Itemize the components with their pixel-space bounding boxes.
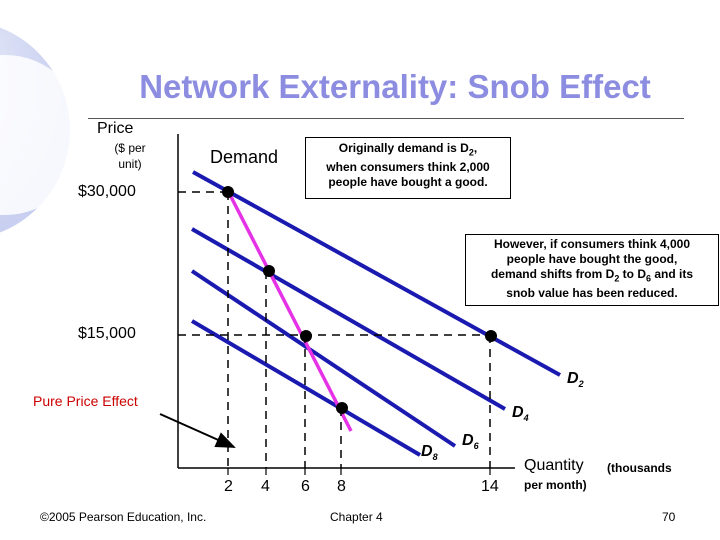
note1-sub: 2 [468, 147, 474, 158]
p-15000-14 [485, 330, 497, 342]
decorative-circle-inner [0, 55, 85, 215]
series-label-d8: D8 [421, 443, 438, 462]
series-label-d2-sub: 2 [578, 379, 584, 390]
note2-sub2: 6 [646, 273, 652, 284]
y-axis-unit: ($ per unit) [114, 141, 146, 171]
note2-text-c: demand shifts from D [490, 267, 615, 281]
p-8 [336, 402, 348, 414]
footer-chapter: Chapter 4 [330, 510, 383, 524]
pure-price-effect-arrow [159, 413, 236, 448]
d8-line [190, 319, 422, 457]
note2-text-b: people have bought the good, [506, 252, 678, 266]
y-tick-label-15000: $15,000 [78, 325, 136, 342]
series-label-d8-main: D [421, 443, 433, 460]
note2-sub1: 2 [614, 273, 620, 284]
x-tick-label-6: 6 [301, 478, 310, 495]
series-label-d4-sub: 4 [523, 413, 529, 424]
x-axis-unit-1: (thousands [607, 461, 672, 475]
series-label-d2: D2 [567, 370, 584, 389]
x-tick-label-14: 14 [481, 478, 499, 495]
note2-text-d: to D [619, 267, 646, 281]
x-tick-label-2: 2 [224, 478, 233, 495]
title-rule [88, 118, 684, 119]
series-label-d6: D6 [462, 432, 479, 451]
snob-demand-line [224, 186, 353, 432]
note2-text-f: snob value has been reduced. [506, 286, 678, 301]
series-label-d6-main: D [462, 432, 474, 449]
series-label-d4: D4 [512, 404, 529, 423]
x-tick-label-8: 8 [337, 478, 346, 495]
p-30000-2 [222, 186, 234, 198]
note1-text-a: Originally demand is D [338, 141, 469, 155]
x-axis-label: Quantity [524, 457, 584, 474]
series-label-d8-sub: 8 [432, 452, 438, 463]
note1-text-d: people have bought a good. [328, 175, 488, 190]
demand-label: Demand [210, 147, 279, 167]
x-tick-label-4: 4 [261, 478, 270, 495]
y-axis-label: Price [97, 120, 134, 137]
footer-copyright: ©2005 Pearson Education, Inc. [40, 510, 207, 524]
series-label-d6-sub: 6 [473, 441, 479, 452]
series-label-d4-main: D [512, 404, 524, 421]
series-label-d2-main: D [567, 370, 579, 387]
d4-line [191, 227, 506, 411]
pure-price-effect-label: Pure Price Effect [33, 393, 138, 409]
y-tick-label-30000: $30,000 [78, 183, 136, 200]
note2-text-e: and its [651, 267, 694, 281]
p-15000-6 [300, 330, 312, 342]
d6-line [190, 269, 457, 448]
slide-title: Network Externality: Snob Effect [139, 68, 651, 105]
note1-text-c: when consumers think 2,000 [326, 160, 490, 175]
note-snob-shift: However, if consumers think 4,000 people… [465, 234, 719, 306]
x-axis-unit-2: per month) [524, 478, 587, 492]
note2-text-a: However, if consumers think 4,000 [493, 237, 691, 251]
footer-page-number: 70 [662, 510, 676, 524]
p-4 [263, 265, 275, 277]
d2-line [192, 170, 561, 377]
note1-text-b: , [473, 141, 478, 155]
note-original-demand: Originally demand is D2, when consumers … [305, 137, 511, 199]
